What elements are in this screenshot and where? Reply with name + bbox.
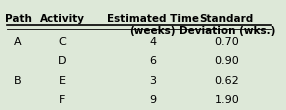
- Text: A: A: [14, 37, 22, 47]
- Text: 6: 6: [149, 56, 156, 66]
- Text: C: C: [58, 37, 66, 47]
- Text: 0.62: 0.62: [214, 76, 239, 86]
- Text: B: B: [14, 76, 22, 86]
- Text: E: E: [58, 76, 65, 86]
- Text: Path: Path: [5, 14, 31, 24]
- Text: Activity: Activity: [39, 14, 84, 24]
- Text: D: D: [58, 56, 66, 66]
- Text: 1.90: 1.90: [214, 95, 239, 105]
- Text: F: F: [59, 95, 65, 105]
- Text: 3: 3: [149, 76, 156, 86]
- Text: Standard
Deviation (wks.): Standard Deviation (wks.): [179, 14, 275, 36]
- Text: Estimated Time
(weeks): Estimated Time (weeks): [107, 14, 199, 36]
- Text: 0.90: 0.90: [214, 56, 239, 66]
- Text: 0.70: 0.70: [214, 37, 239, 47]
- Text: 4: 4: [149, 37, 156, 47]
- Text: 9: 9: [149, 95, 156, 105]
